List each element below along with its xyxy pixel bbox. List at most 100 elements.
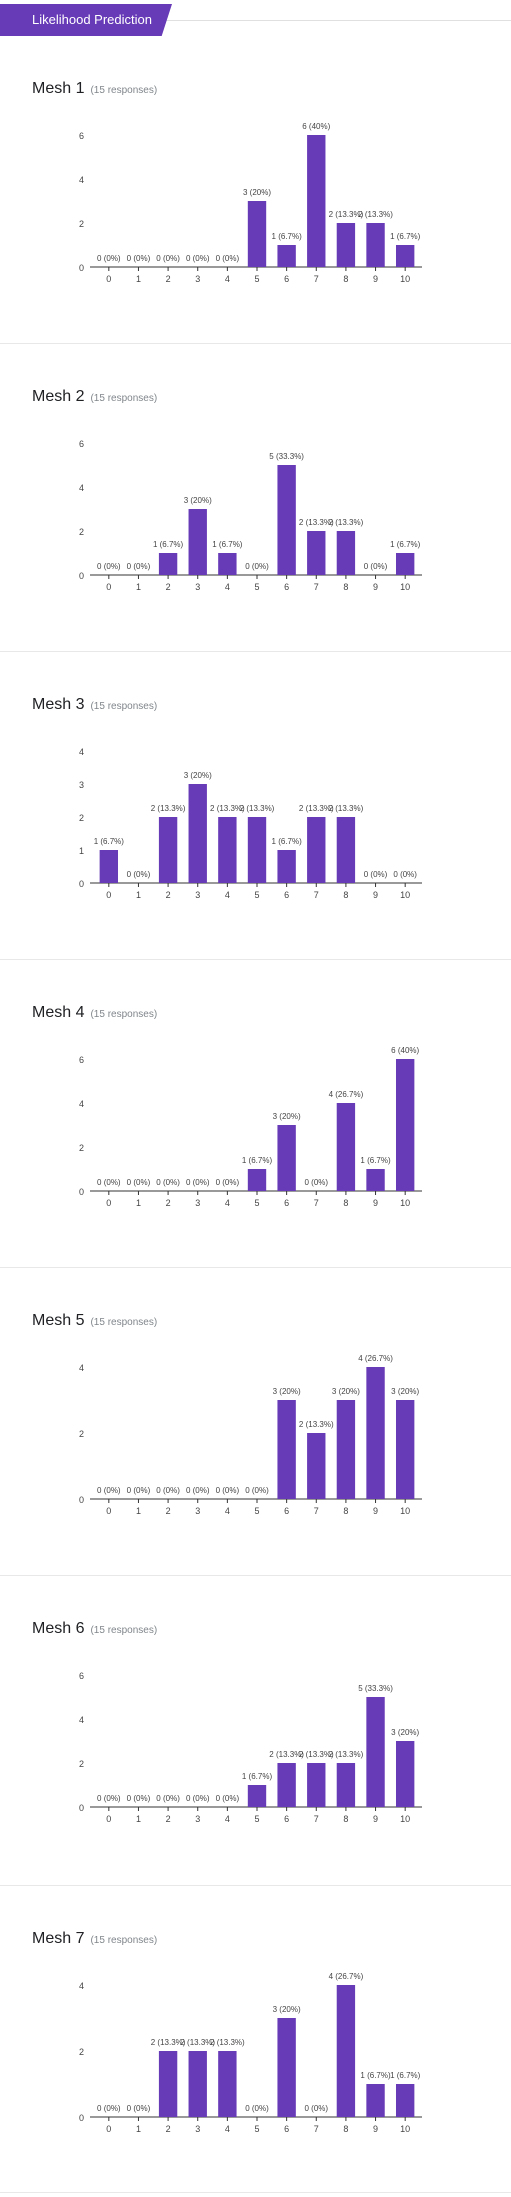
bar xyxy=(218,553,237,575)
data-label: 0 (0%) xyxy=(156,1486,180,1495)
y-tick-label: 4 xyxy=(79,1363,84,1373)
card-divider xyxy=(0,651,511,652)
question-title: Mesh 4 xyxy=(32,1004,85,1021)
y-tick-label: 4 xyxy=(79,1715,84,1725)
x-tick-label: 4 xyxy=(225,890,230,900)
bar xyxy=(307,817,326,883)
x-tick-label: 5 xyxy=(254,582,259,592)
y-tick-label: 2 xyxy=(79,1759,84,1769)
bar xyxy=(336,531,356,575)
bar xyxy=(247,201,267,267)
x-tick-label: 2 xyxy=(166,582,171,592)
data-label: 1 (6.7%) xyxy=(242,1772,273,1781)
x-tick-label: 1 xyxy=(136,890,141,900)
data-label: 3 (20%) xyxy=(332,1387,360,1396)
data-label: 3 (20%) xyxy=(391,1728,419,1737)
y-tick-label: 2 xyxy=(79,219,84,229)
question-title-row: Mesh 3 (15 responses) xyxy=(32,696,157,714)
x-tick-label: 8 xyxy=(343,2124,348,2134)
x-tick-label: 3 xyxy=(195,1814,200,1824)
question-title: Mesh 3 xyxy=(32,696,85,713)
x-tick-label: 10 xyxy=(400,1814,410,1824)
x-tick-label: 10 xyxy=(400,1506,410,1516)
data-label: 0 (0%) xyxy=(127,254,151,263)
data-label: 2 (13.3%) xyxy=(240,804,275,813)
x-tick-label: 0 xyxy=(106,1506,111,1516)
x-tick-label: 7 xyxy=(314,582,319,592)
x-tick-label: 9 xyxy=(373,1814,378,1824)
bar xyxy=(366,223,385,267)
bar-chart: 0 2 4 6 0 0 (0%) 1 0 (0%) 2 0 (0%) 3 0 (0%) 4 0 (0%) 5… xyxy=(79,1671,422,1824)
x-tick-label: 10 xyxy=(400,582,410,592)
y-tick-label: 0 xyxy=(79,571,84,581)
x-tick-label: 2 xyxy=(166,1198,171,1208)
x-tick-label: 0 xyxy=(106,582,111,592)
x-tick-label: 6 xyxy=(284,2124,289,2134)
x-tick-label: 8 xyxy=(343,582,348,592)
response-count: (15 responses) xyxy=(90,85,158,96)
x-tick-label: 8 xyxy=(343,1198,348,1208)
bar xyxy=(247,817,267,883)
y-tick-label: 4 xyxy=(79,483,84,493)
x-tick-label: 0 xyxy=(106,890,111,900)
data-label: 3 (20%) xyxy=(273,1387,301,1396)
data-label: 1 (6.7%) xyxy=(272,837,303,846)
data-label: 2 (13.3%) xyxy=(329,518,364,527)
response-count: (15 responses) xyxy=(90,1317,158,1328)
data-label: 0 (0%) xyxy=(127,2104,151,2113)
data-label: 4 (26.7%) xyxy=(329,1090,364,1099)
x-tick-label: 5 xyxy=(254,274,259,284)
y-tick-label: 2 xyxy=(79,813,84,823)
x-tick-label: 10 xyxy=(400,2124,410,2134)
data-label: 0 (0%) xyxy=(127,1178,151,1187)
y-tick-label: 2 xyxy=(79,1143,84,1153)
x-tick-label: 9 xyxy=(373,1506,378,1516)
bar xyxy=(277,2018,296,2117)
x-tick-label: 2 xyxy=(166,1506,171,1516)
x-tick-label: 1 xyxy=(136,1506,141,1516)
bar xyxy=(277,850,296,883)
x-tick-label: 3 xyxy=(195,2124,200,2134)
bar xyxy=(366,1697,385,1807)
data-label: 3 (20%) xyxy=(243,188,271,197)
bar xyxy=(158,553,178,575)
section-divider xyxy=(0,20,511,21)
x-tick-label: 3 xyxy=(195,274,200,284)
data-label: 2 (13.3%) xyxy=(358,210,393,219)
data-label: 2 (13.3%) xyxy=(299,1420,334,1429)
bar xyxy=(307,1763,326,1807)
data-label: 0 (0%) xyxy=(216,1794,240,1803)
x-tick-label: 2 xyxy=(166,1814,171,1824)
data-label: 0 (0%) xyxy=(245,562,269,571)
bar xyxy=(336,223,356,267)
y-tick-label: 4 xyxy=(79,1099,84,1109)
bar xyxy=(277,1125,296,1191)
data-label: 0 (0%) xyxy=(364,562,388,571)
bar-chart: 0 2 4 6 0 0 (0%) 1 0 (0%) 2 0 (0%) 3 0 (0%) 4 0 (0%) 5… xyxy=(79,122,422,284)
bar xyxy=(277,1763,296,1807)
data-label: 2 (13.3%) xyxy=(329,210,364,219)
x-tick-label: 7 xyxy=(314,2124,319,2134)
data-label: 2 (13.3%) xyxy=(329,804,364,813)
bar xyxy=(307,531,326,575)
bar xyxy=(277,245,296,267)
data-label: 0 (0%) xyxy=(186,1178,210,1187)
question-title-row: Mesh 6 (15 responses) xyxy=(32,1620,157,1638)
data-label: 0 (0%) xyxy=(97,2104,121,2113)
data-label: 1 (6.7%) xyxy=(390,540,421,549)
data-label: 1 (6.7%) xyxy=(360,1156,391,1165)
x-tick-label: 4 xyxy=(225,582,230,592)
data-label: 0 (0%) xyxy=(216,1178,240,1187)
bar xyxy=(277,465,296,575)
y-tick-label: 6 xyxy=(79,1671,84,1681)
bar xyxy=(366,1367,385,1499)
x-tick-label: 6 xyxy=(284,1198,289,1208)
x-tick-label: 9 xyxy=(373,582,378,592)
x-tick-label: 2 xyxy=(166,890,171,900)
data-label: 0 (0%) xyxy=(216,1486,240,1495)
data-label: 3 (20%) xyxy=(273,1112,301,1121)
bar xyxy=(158,2051,178,2117)
data-label: 0 (0%) xyxy=(97,1486,121,1495)
x-tick-label: 1 xyxy=(136,274,141,284)
x-tick-label: 10 xyxy=(400,1198,410,1208)
